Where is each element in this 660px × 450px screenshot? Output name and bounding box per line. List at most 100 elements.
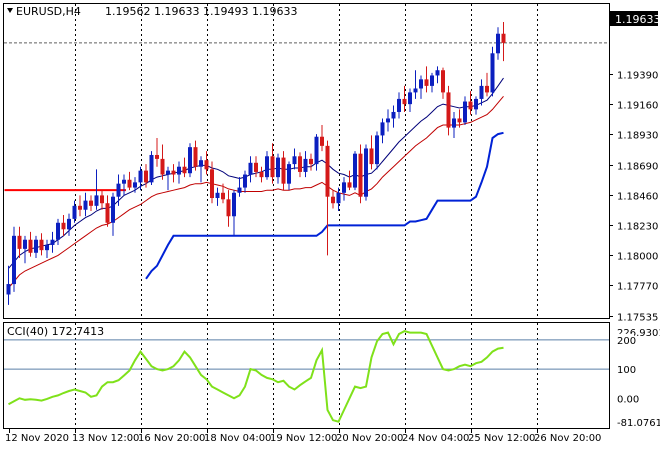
candle-bull [342,182,346,193]
candle-bear [446,92,451,128]
y-tick-label: 1.18230 [617,222,658,233]
candle-bear [485,85,489,93]
candle-bull [474,98,478,110]
candle-bull [314,136,319,165]
cci-panel-frame [3,322,610,429]
candle-bear [221,192,225,200]
candle-bull [435,70,440,76]
candle-bull [430,75,434,86]
candle-bull [353,153,357,188]
x-tick-label: 25 Nov 12:00 [468,433,535,444]
y-tick-label: 1.18000 [617,252,658,263]
collapse-triangle-icon[interactable] [7,8,13,13]
cci-y-tick-label: 100 [617,365,636,376]
candle-bull [72,205,77,219]
candle-bull [116,183,121,197]
x-tick-label: 20 Nov 20:00 [336,433,403,444]
candle-bear [89,200,93,206]
candle-bear [270,156,275,178]
candle-bear [204,160,209,170]
y-tick-label: 1.19390 [617,71,658,82]
x-tick-label: 24 Nov 04:00 [402,433,469,444]
y-tick-label: 1.17770 [617,282,658,293]
price-panel-frame [3,3,610,319]
candle-bear [100,195,104,204]
candle-bull [276,157,280,178]
candle-bear [78,205,82,210]
candle-bull [12,235,16,285]
candle-bull [199,160,203,167]
candle-bull [237,187,242,193]
candle-bull [56,222,60,240]
candle-bull [23,239,27,249]
candle-bear [155,154,159,159]
candle-bull [496,33,500,54]
candle-bull [177,166,181,175]
cci-y-tick-label: 200 [617,336,636,347]
y-tick-label: 1.19160 [617,101,658,112]
x-tick-label: 18 Nov 04:00 [204,433,271,444]
price-panel[interactable] [4,22,609,305]
candle-bear [210,169,214,199]
candle-bear [331,196,335,204]
x-tick-label: 13 Nov 12:00 [72,433,139,444]
candle-bear [144,170,148,183]
cci-y-tick-label: 0.00 [617,394,639,405]
candle-bull [215,192,220,199]
candle-bull [94,195,99,206]
candle-bear [347,182,352,188]
candle-bear [358,153,363,197]
candle-bear [501,33,506,43]
candle-bull [391,111,396,119]
candle-bull [490,53,495,93]
cci-panel[interactable] [4,330,609,423]
candle-bull [188,147,192,174]
candle-bull [303,158,308,172]
current-price-tag [610,11,658,26]
x-tick-label: 16 Nov 20:00 [138,433,205,444]
candle-bear [17,235,22,249]
candle-bear [424,79,429,86]
x-tick-label: 26 Nov 20:00 [534,433,601,444]
candle-bull [50,239,55,245]
stop-line [145,131,504,280]
candle-bear [281,157,286,184]
candle-bull [452,118,456,128]
ohlc-label: 1.19562 1.19633 1.19493 1.19633 [105,5,297,18]
candle-bull [386,118,390,123]
current-price-text: 1.19633 [615,13,660,26]
candle-bear [61,222,66,230]
candle-bull [248,162,253,175]
candle-bull [45,244,49,251]
candle-bull [83,200,88,210]
candle-bear [441,70,445,93]
candle-bull [149,154,154,183]
candle-bull [419,79,423,89]
candle-bull [397,98,401,112]
cci-y-tick-label: 226.9301 [617,328,660,339]
candle-bull [380,122,385,136]
candle-bear [254,162,258,172]
candle-bear [171,170,176,175]
candle-bear [28,239,33,253]
candle-bear [298,156,302,172]
candle-bear [402,98,407,105]
candle-bull [408,92,412,105]
candle-bull [265,156,269,178]
candle-bear [369,148,374,165]
candle-bull [133,182,137,188]
cci-level-tag [616,333,634,346]
candle-bull [111,196,115,223]
y-tick-label: 1.18460 [617,192,658,203]
x-tick-label: 12 Nov 2020 [5,433,69,444]
candle-bull [34,239,38,253]
candle-bear [226,199,231,217]
candle-bear [325,145,330,197]
candle-bull [375,135,379,165]
cci-line [8,330,504,423]
candle-bull [292,156,297,165]
cci-indicator-label: CCI(40) 172.7413 [7,325,104,338]
candle-bear [39,239,44,251]
